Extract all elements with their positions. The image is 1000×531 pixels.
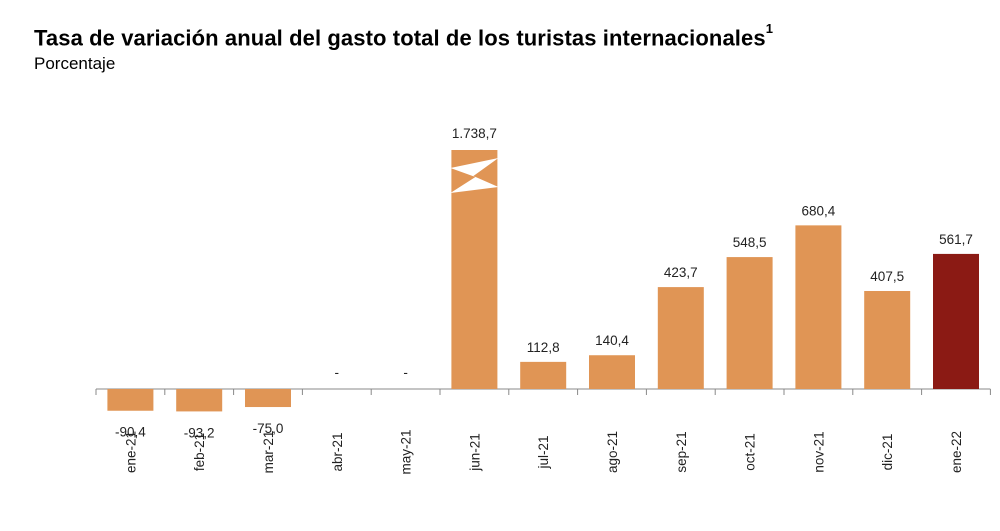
bar-oct-21 [726,257,773,389]
x-tick-label: nov-21 [811,431,826,472]
x-tick-label: ene-22 [949,431,964,473]
x-tick-label: jun-21 [467,433,482,472]
x-tick-label: ago-21 [605,431,620,473]
data-label: 548,5 [733,235,767,250]
data-label: 407,5 [870,269,904,284]
bar-jul-21 [520,361,567,389]
x-tick-label: dic-21 [880,434,895,471]
chart-title-text: Tasa de variación anual del gasto total … [34,25,766,51]
data-label: -93,2 [184,425,215,440]
chart-subtitle: Porcentaje [34,54,116,73]
data-label: 680,4 [802,203,836,218]
data-label: - [403,365,408,380]
axis-break-marker [450,158,499,193]
bar-sep-21 [657,287,704,389]
chart-title: Tasa de variación anual del gasto total … [34,21,773,51]
data-label: 112,8 [527,340,560,355]
bar-ene-22 [933,253,979,389]
bar-dic-21 [864,290,911,389]
x-tick-label: oct-21 [743,433,758,471]
x-tick-label: jul-21 [536,435,551,469]
data-label: 1.738,7 [452,126,497,141]
x-tick-label: mar-21 [261,431,276,474]
bar-ene-21 [107,389,154,411]
data-label: -75,0 [253,421,284,436]
x-tick-label: sep-21 [674,431,689,472]
bar-feb-21 [176,389,223,412]
data-label: 140,4 [595,333,629,348]
title-footnote-marker: 1 [765,21,774,36]
x-tick-label: feb-21 [192,433,207,471]
data-label: 561,7 [939,232,973,247]
x-tick-label: may-21 [399,429,414,474]
x-tick-label: abr-21 [330,432,345,471]
bar-mar-21 [245,389,291,408]
data-label: -90,4 [115,425,146,440]
data-label: 423,7 [664,265,698,280]
data-label: - [335,365,340,380]
x-tick-label: ene-21 [123,431,138,473]
bar-ago-21 [589,355,635,389]
bar-nov-21 [795,225,842,389]
